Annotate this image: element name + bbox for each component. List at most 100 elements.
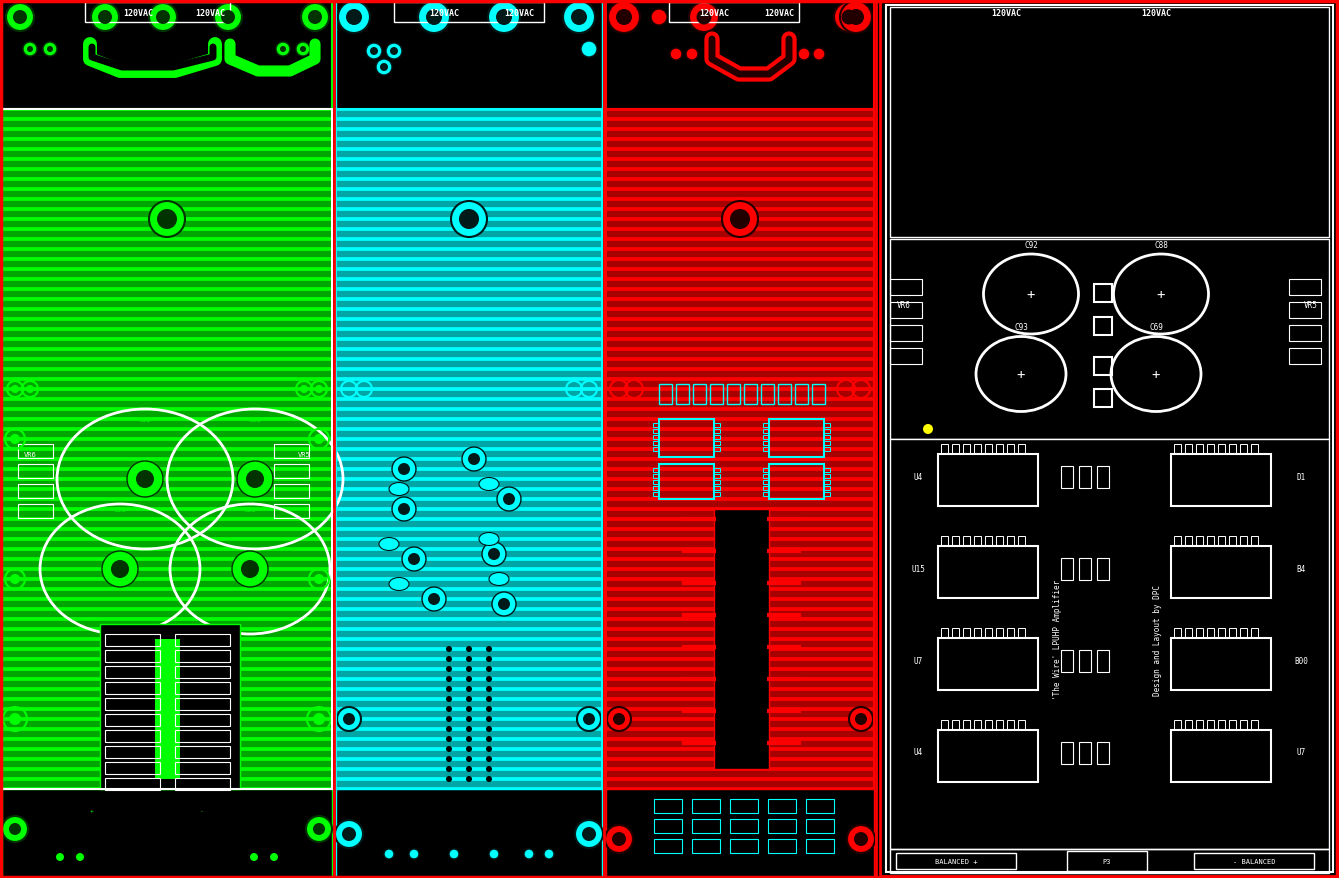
Bar [1218, 444, 1225, 455]
Circle shape [149, 4, 177, 32]
Circle shape [390, 48, 398, 56]
Bar [1240, 536, 1247, 546]
Circle shape [402, 547, 426, 572]
Bar [941, 629, 948, 638]
Bar [880, 2, 1338, 876]
Bar [1079, 651, 1091, 673]
Bar [896, 853, 1016, 869]
Circle shape [491, 593, 516, 616]
Text: 120VAC: 120VAC [699, 9, 728, 18]
Bar [823, 469, 830, 472]
Circle shape [854, 832, 868, 846]
Circle shape [91, 4, 119, 32]
Bar [659, 464, 714, 500]
Bar [1240, 629, 1247, 638]
Bar [1094, 318, 1111, 335]
Bar [986, 629, 992, 638]
Bar [1079, 466, 1091, 488]
Bar [659, 420, 714, 457]
Bar [1174, 536, 1181, 546]
Circle shape [446, 696, 453, 702]
Circle shape [486, 687, 491, 692]
Text: 120VAC: 120VAC [765, 9, 794, 18]
Circle shape [392, 457, 416, 481]
Bar [890, 349, 923, 364]
Bar [1251, 629, 1259, 638]
Text: VR6: VR6 [24, 451, 36, 457]
Circle shape [149, 202, 185, 238]
Circle shape [607, 707, 631, 731]
Bar [274, 444, 309, 458]
Bar [274, 485, 309, 499]
Circle shape [486, 706, 491, 712]
Bar [84, 3, 230, 23]
Bar [806, 839, 834, 853]
Text: +: + [1016, 368, 1026, 382]
Circle shape [366, 44, 382, 60]
Bar [714, 429, 720, 434]
Circle shape [296, 43, 311, 57]
Bar [607, 0, 874, 110]
Circle shape [486, 776, 491, 782]
Bar [727, 385, 740, 405]
Circle shape [466, 656, 473, 662]
Circle shape [562, 2, 595, 34]
Circle shape [497, 487, 521, 511]
Bar [104, 778, 159, 790]
Bar [653, 435, 659, 440]
Circle shape [612, 832, 627, 846]
Bar [653, 448, 659, 451]
Circle shape [466, 776, 473, 782]
Bar [823, 423, 830, 428]
Bar [996, 536, 1003, 546]
Circle shape [237, 462, 273, 498]
Circle shape [56, 853, 64, 861]
Circle shape [9, 574, 20, 585]
Bar [1079, 742, 1091, 764]
Bar [952, 720, 959, 730]
Bar [1289, 303, 1322, 319]
Bar [778, 385, 791, 405]
Bar [1174, 444, 1181, 455]
Bar [1079, 558, 1091, 580]
Circle shape [343, 713, 355, 725]
Bar [1, 789, 332, 878]
Bar [1172, 730, 1271, 782]
Bar [1094, 357, 1111, 376]
Bar [714, 486, 720, 491]
Bar [653, 474, 659, 479]
Text: +: + [1152, 368, 1160, 382]
Text: Design and Layout by DPC: Design and Layout by DPC [1153, 584, 1161, 694]
Bar [941, 444, 948, 455]
Bar [653, 442, 659, 445]
Circle shape [428, 594, 441, 605]
Text: 120VAC: 120VAC [428, 9, 459, 18]
Bar [1007, 444, 1014, 455]
Bar [1007, 720, 1014, 730]
Bar [714, 480, 720, 485]
Circle shape [232, 551, 268, 587]
Circle shape [11, 385, 19, 393]
Circle shape [13, 11, 27, 25]
Bar [1196, 444, 1202, 455]
Bar [104, 698, 159, 710]
Circle shape [446, 716, 453, 723]
Bar [104, 666, 159, 678]
Text: U4: U4 [913, 748, 923, 757]
Bar [1018, 720, 1024, 730]
Ellipse shape [379, 538, 399, 551]
Text: VR6: VR6 [897, 300, 911, 309]
Text: C69: C69 [1149, 323, 1164, 332]
Circle shape [446, 656, 453, 662]
Circle shape [221, 11, 236, 25]
Bar [692, 799, 720, 813]
Circle shape [574, 820, 603, 848]
Circle shape [307, 816, 332, 842]
Circle shape [426, 10, 442, 26]
Circle shape [337, 2, 370, 34]
Circle shape [5, 4, 33, 32]
Circle shape [386, 44, 402, 60]
Bar [1060, 558, 1073, 580]
Bar [941, 720, 948, 730]
Circle shape [313, 823, 325, 835]
